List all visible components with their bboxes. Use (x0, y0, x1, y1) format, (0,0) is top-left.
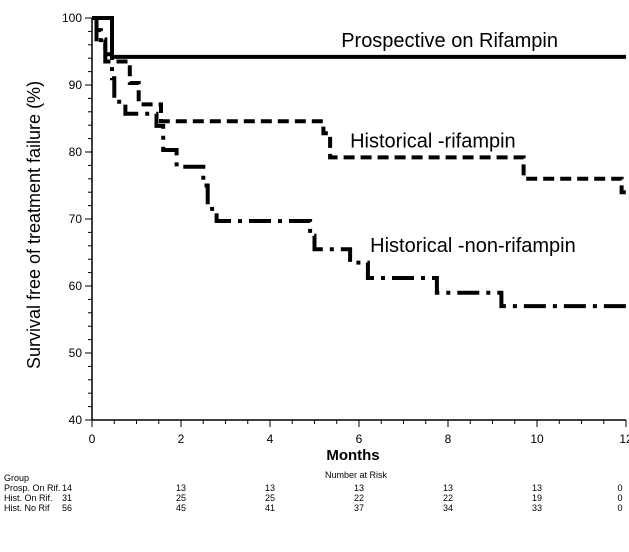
x-tick-label: 2 (178, 432, 185, 446)
x-tick-label: 0 (89, 432, 96, 446)
risk-table: Group Number at Risk Prosp. On Rif. 14 13 1… (4, 470, 623, 513)
risk-cell: 25 (176, 493, 186, 503)
risk-cell: 37 (354, 503, 364, 513)
risk-cell: 13 (532, 483, 542, 493)
risk-cell: 0 (617, 503, 622, 513)
x-tick-label: 4 (267, 432, 274, 446)
risk-cell: 0 (617, 493, 622, 503)
series-annotations: Prospective on Rifampin Historical -rifam… (341, 30, 576, 257)
y-tick-label: 50 (69, 346, 83, 360)
x-tick-label: 12 (619, 432, 629, 446)
risk-row-label: Hist. No Rif (4, 503, 50, 513)
y-tick-label: 70 (69, 212, 83, 226)
y-axis-label: Survival free of treatment failure (%) (24, 81, 44, 369)
risk-cell: 33 (532, 503, 542, 513)
risk-cell: 34 (443, 503, 453, 513)
series-line-2 (92, 16, 626, 195)
x-tick-label: 6 (356, 432, 363, 446)
y-tick-label: 90 (69, 78, 83, 92)
x-tick-label: 8 (445, 432, 452, 446)
x-axis-label: Months (326, 447, 379, 464)
risk-cell: 25 (265, 493, 275, 503)
axis-ticks (85, 17, 627, 427)
risk-cell: 19 (532, 493, 542, 503)
series-lines (92, 16, 626, 309)
series-annotation-3: Historical -non-rifampin (370, 235, 576, 257)
axes (91, 18, 626, 421)
x-tick-label: 10 (530, 432, 544, 446)
series-line-1 (92, 16, 626, 59)
risk-cell: 41 (265, 503, 275, 513)
risk-rows: Prosp. On Rif. 14 13 13 13 13 13 0 Hist. On Rif.… (4, 483, 623, 513)
series-line-3 (92, 16, 626, 309)
risk-cell: 56 (62, 503, 72, 513)
risk-row-label: Hist. On Rif. (4, 493, 53, 503)
y-tick-label: 40 (69, 413, 83, 427)
risk-cell: 13 (354, 483, 364, 493)
y-tick-label: 100 (62, 11, 82, 25)
risk-cell: 22 (354, 493, 364, 503)
series-annotation-2: Historical -rifampin (350, 130, 516, 152)
y-tick-label: 60 (69, 279, 83, 293)
risk-cell: 14 (62, 483, 72, 493)
y-tick-labels: 40 50 60 70 80 90 100 (62, 11, 82, 427)
risk-row-label: Prosp. On Rif. (4, 483, 61, 493)
risk-cell: 0 (617, 483, 622, 493)
risk-cell: 31 (62, 493, 72, 503)
risk-number-at-risk-label: Number at Risk (325, 470, 388, 480)
y-tick-label: 80 (69, 145, 83, 159)
risk-cell: 22 (443, 493, 453, 503)
risk-cell: 13 (265, 483, 275, 493)
risk-cell: 45 (176, 503, 186, 513)
risk-cell: 13 (443, 483, 453, 493)
risk-group-header: Group (4, 473, 29, 483)
series-annotation-1: Prospective on Rifampin (341, 30, 558, 52)
x-tick-labels: 0 2 4 6 8 10 12 (89, 432, 629, 446)
risk-cell: 13 (176, 483, 186, 493)
